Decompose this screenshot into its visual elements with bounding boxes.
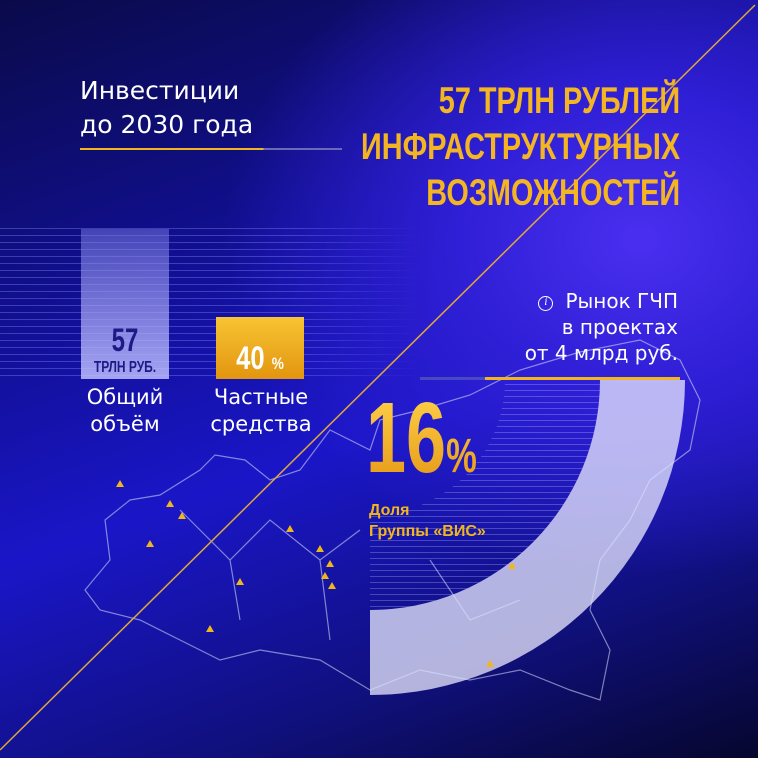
ppp-line: от 4 млрд руб. xyxy=(524,341,678,365)
arc-striped xyxy=(370,380,600,610)
bar-unit: ТРЛН РУБ. xyxy=(93,359,157,376)
ppp-underline xyxy=(420,377,680,380)
title-line: ИНФРАСТРУКТУРНЫХ xyxy=(360,126,680,167)
background-stripes xyxy=(0,228,420,378)
ppp-share-caption: Доля Группы «ВИС» xyxy=(369,500,486,542)
page-title: 57 ТРЛН РУБЛЕЙ ИНФРАСТРУКТУРНЫХ ВОЗМОЖНО… xyxy=(361,78,680,216)
title-line: ВОЗМОЖНОСТЕЙ xyxy=(426,172,680,213)
bar-value: 40 % xyxy=(236,340,284,376)
subtitle: Инвестиции до 2030 года xyxy=(80,74,253,142)
label-line: объём xyxy=(90,412,160,436)
diagonal-accent-line xyxy=(0,4,756,751)
title-line: 57 ТРЛН РУБЛЕЙ xyxy=(438,80,680,121)
bar-value: 57 xyxy=(111,322,139,358)
label-line: Общий xyxy=(86,385,164,409)
info-icon: i xyxy=(538,296,554,311)
subtitle-line: до 2030 года xyxy=(80,110,254,139)
ppp-market-label: i Рынок ГЧП в проектах от 4 млрд руб. xyxy=(524,289,678,365)
caption-line: Доля xyxy=(369,502,410,519)
subtitle-line: Инвестиции xyxy=(80,76,240,105)
bar-label-private: Частные средства xyxy=(196,384,326,438)
subtitle-underline xyxy=(80,148,342,150)
label-line: Частные xyxy=(213,385,309,409)
arc-share-ring xyxy=(370,380,685,695)
ppp-share-value: 16% xyxy=(366,388,477,507)
russia-map-outline xyxy=(84,339,701,701)
project-markers xyxy=(116,480,516,667)
bar-private-funds: 40 % xyxy=(216,317,304,379)
bar-label-total: Общий объём xyxy=(70,384,180,438)
label-line: средства xyxy=(210,412,312,436)
bar-total-volume: 57 ТРЛН РУБ. xyxy=(81,229,169,379)
caption-line: Группы «ВИС» xyxy=(369,523,486,540)
ppp-line: в проектах xyxy=(561,315,678,339)
